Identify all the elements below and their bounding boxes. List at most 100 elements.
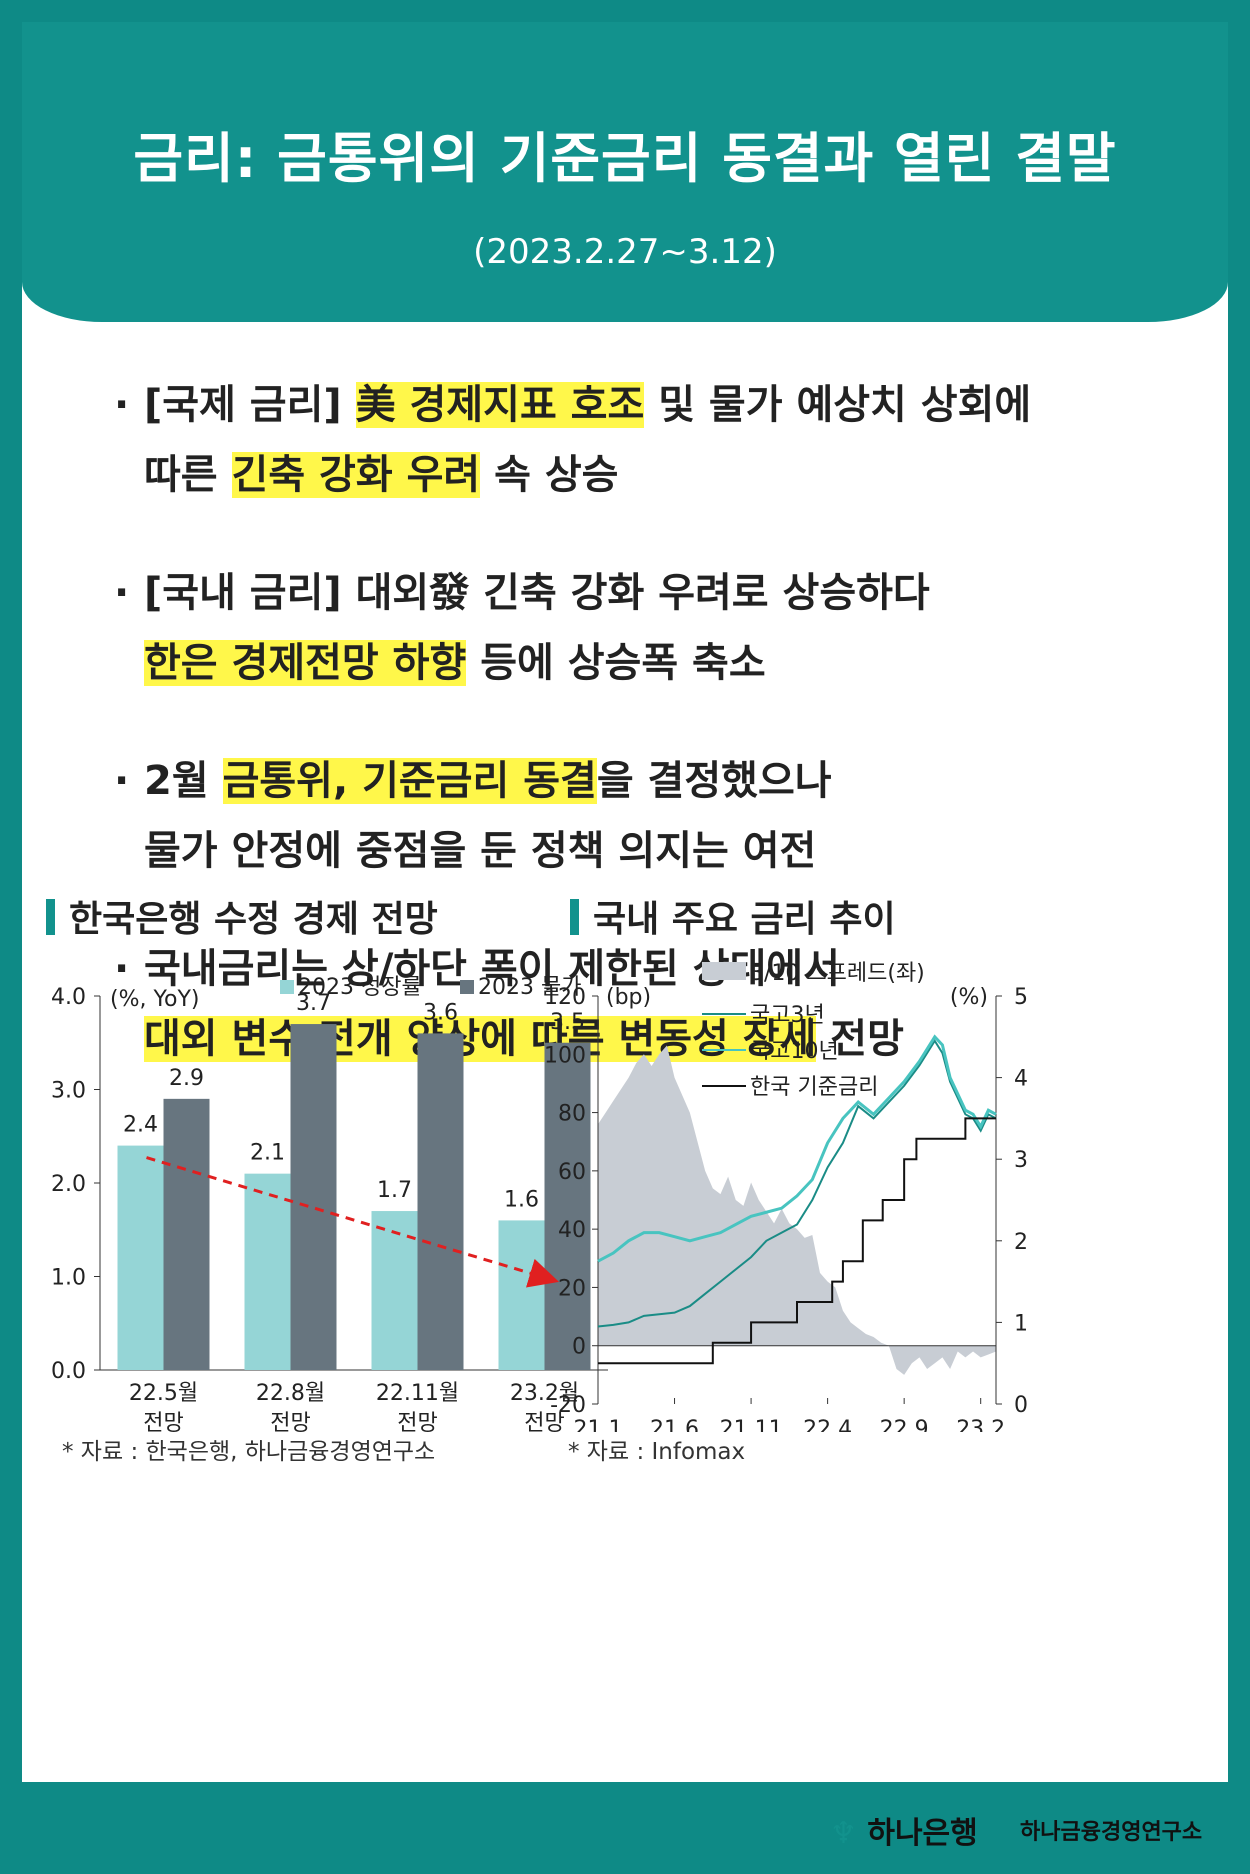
legend-label: 국고3년 <box>750 1003 825 1028</box>
y-tick-label: 1.0 <box>51 1266 86 1291</box>
bullet-dot: · <box>114 758 130 804</box>
right-chart-heading: 국내 주요 금리 추이 <box>570 890 896 942</box>
institute-name: 하나금융경영연구소 <box>1020 1820 1203 1845</box>
bullet-line: 물가 안정에 중점을 둔 정책 의지는 여전 <box>114 816 1214 886</box>
bar-inflation <box>417 1033 464 1370</box>
bar-growth <box>117 1145 164 1370</box>
bar-growth <box>371 1211 418 1370</box>
bullet-dot: · <box>114 382 130 428</box>
bullet-text: 등에 상승폭 축소 <box>466 640 766 686</box>
ktb3y-line <box>597 1038 997 1328</box>
highlighted-text: 대외 변수 전개 양상에 따른 변동성 장세 <box>144 1016 817 1062</box>
data-label: 3.5 <box>550 1010 585 1035</box>
highlighted-text: 긴축 강화 우려 <box>231 452 481 498</box>
left-tick-label: 20 <box>558 1276 586 1301</box>
infographic-card: 금리: 금통위의 기준금리 동결과 열린 결말 (2023.2.27~3.12)… <box>22 22 1228 1782</box>
bullet-text: [국제 금리] <box>144 382 356 428</box>
x-tick-label: 23.2 <box>956 1417 1005 1432</box>
bar-growth <box>244 1173 291 1370</box>
x-tick-label: 22.5월 <box>129 1381 198 1406</box>
bar-growth <box>498 1220 545 1370</box>
x-tick-label: 전망 <box>143 1411 183 1432</box>
left-tick-label: 80 <box>558 1102 586 1127</box>
left-tick-label: 120 <box>544 985 586 1010</box>
y-tick-label: 2.0 <box>51 1172 86 1197</box>
growth-inflation-bar-chart: 0.0 1.0 2.0 3.0 4.0 (%, YoY) 2023 성장률 2023 물가 2.… <box>51 975 608 1432</box>
legend-label: 3/10 스프레드(좌) <box>750 961 925 986</box>
left-tick-label: 40 <box>558 1218 586 1243</box>
base-rate-step <box>598 1117 996 1365</box>
spread-area <box>598 1045 996 1375</box>
legend-swatch <box>460 980 474 994</box>
right-tick-label: 2 <box>1014 1230 1028 1255</box>
hana-logo-icon: ♆ <box>830 1816 857 1851</box>
highlighted-text: 금통위, 기준금리 동결 <box>222 758 597 804</box>
heading-marker <box>46 899 55 935</box>
bullet-text: 물가 안정에 중점을 둔 정책 의지는 여전 <box>144 828 817 874</box>
data-label: 1.6 <box>504 1187 539 1212</box>
left-tick-label: 100 <box>544 1043 586 1068</box>
right-tick-label: 5 <box>1014 985 1028 1010</box>
bullet-text: 및 물가 예상치 상회에 <box>644 382 1032 428</box>
y-tick-label: 3.0 <box>51 1079 86 1104</box>
data-label: 1.7 <box>377 1178 412 1203</box>
x-tick-label: 22.9 <box>880 1417 929 1432</box>
bullet-text: 속 상승 <box>480 452 619 498</box>
data-label: 2.1 <box>250 1141 285 1166</box>
highlighted-text: 한은 경제전망 하향 <box>144 640 467 686</box>
data-label: 3.6 <box>423 1000 458 1025</box>
x-tick-label: 23.2월 <box>510 1381 579 1406</box>
x-tick-label: 전망 <box>397 1411 437 1432</box>
ktb10y-line <box>597 1034 997 1263</box>
x-tick-label: 21.11 <box>720 1417 783 1432</box>
left-tick-label: 0 <box>572 1335 586 1360</box>
bullet-text: 따른 <box>144 452 232 498</box>
x-tick-label: 22.11월 <box>376 1381 459 1406</box>
y-tick-label: 4.0 <box>51 985 86 1010</box>
legend-swatch <box>280 980 294 994</box>
x-tick-label: 21.1 <box>574 1417 623 1432</box>
bar-inflation <box>163 1098 210 1370</box>
right-chart-source: * 자료 : Infomax <box>568 1439 746 1465</box>
highlighted-text: 美 경제지표 호조 <box>355 382 645 428</box>
bullet-line: 한은 경제전망 하향 등에 상승폭 축소 <box>114 628 1214 698</box>
trend-arrow <box>146 1156 559 1288</box>
legend-label: 한국 기준금리 <box>750 1075 878 1100</box>
period-label: (2023.2.27~3.12) <box>473 232 777 272</box>
unit-label: (%, YoY) <box>110 987 199 1012</box>
x-tick-label: 전망 <box>270 1411 310 1432</box>
page-title: 금리: 금통위의 기준금리 동결과 열린 결말 <box>133 127 1117 190</box>
left-chart-source: * 자료 : 한국은행, 하나금융경영연구소 <box>62 1439 436 1465</box>
bar-inflation <box>290 1024 337 1370</box>
heading-marker <box>570 899 579 935</box>
bullet-line: [국내 금리] 대외發 긴축 강화 우려로 상승하다 <box>114 558 1214 628</box>
data-label: 2.9 <box>169 1066 204 1091</box>
legend-label: 2023 성장률 <box>298 975 422 1000</box>
x-tick-label: 22.4 <box>803 1417 852 1432</box>
legend-label: 2023 물가 <box>478 975 581 1000</box>
bank-logo: ♆ 하나은행 <box>830 1816 978 1851</box>
data-label: 2.4 <box>123 1113 158 1138</box>
left-tick-label: 60 <box>558 1160 586 1185</box>
right-unit-label: (%) <box>950 985 988 1010</box>
data-label: 3.7 <box>296 991 331 1016</box>
right-tick-label: 1 <box>1014 1311 1028 1336</box>
bullet-line: [국제 금리] 美 경제지표 호조 및 물가 예상치 상회에 <box>114 370 1214 440</box>
right-tick-label: 3 <box>1014 1148 1028 1173</box>
x-tick-label: 21.6 <box>650 1417 699 1432</box>
left-tick-label: -20 <box>550 1393 586 1418</box>
y-tick-label: 0.0 <box>51 1359 86 1384</box>
x-tick-label: 22.8월 <box>256 1381 325 1406</box>
bullet-text: 2월 <box>144 758 223 804</box>
bullet-text: [국내 금리] 대외發 긴축 강화 우려로 상승하다 <box>144 570 930 616</box>
left-unit-label: (bp) <box>606 985 651 1010</box>
left-chart-heading: 한국은행 수정 경제 전망 <box>46 890 438 942</box>
rates-line-chart: -20 0 20 40 60 80 100 120 0 1 2 3 4 5 21.1 21.6 21.11 22.… <box>544 961 1028 1432</box>
right-tick-label: 4 <box>1014 1067 1028 1092</box>
bullet-line: 2월 금통위, 기준금리 동결을 결정했으나 <box>114 746 1214 816</box>
bullet-dot: · <box>114 946 130 992</box>
bullet-dot: · <box>114 570 130 616</box>
right-tick-label: 0 <box>1014 1393 1028 1418</box>
